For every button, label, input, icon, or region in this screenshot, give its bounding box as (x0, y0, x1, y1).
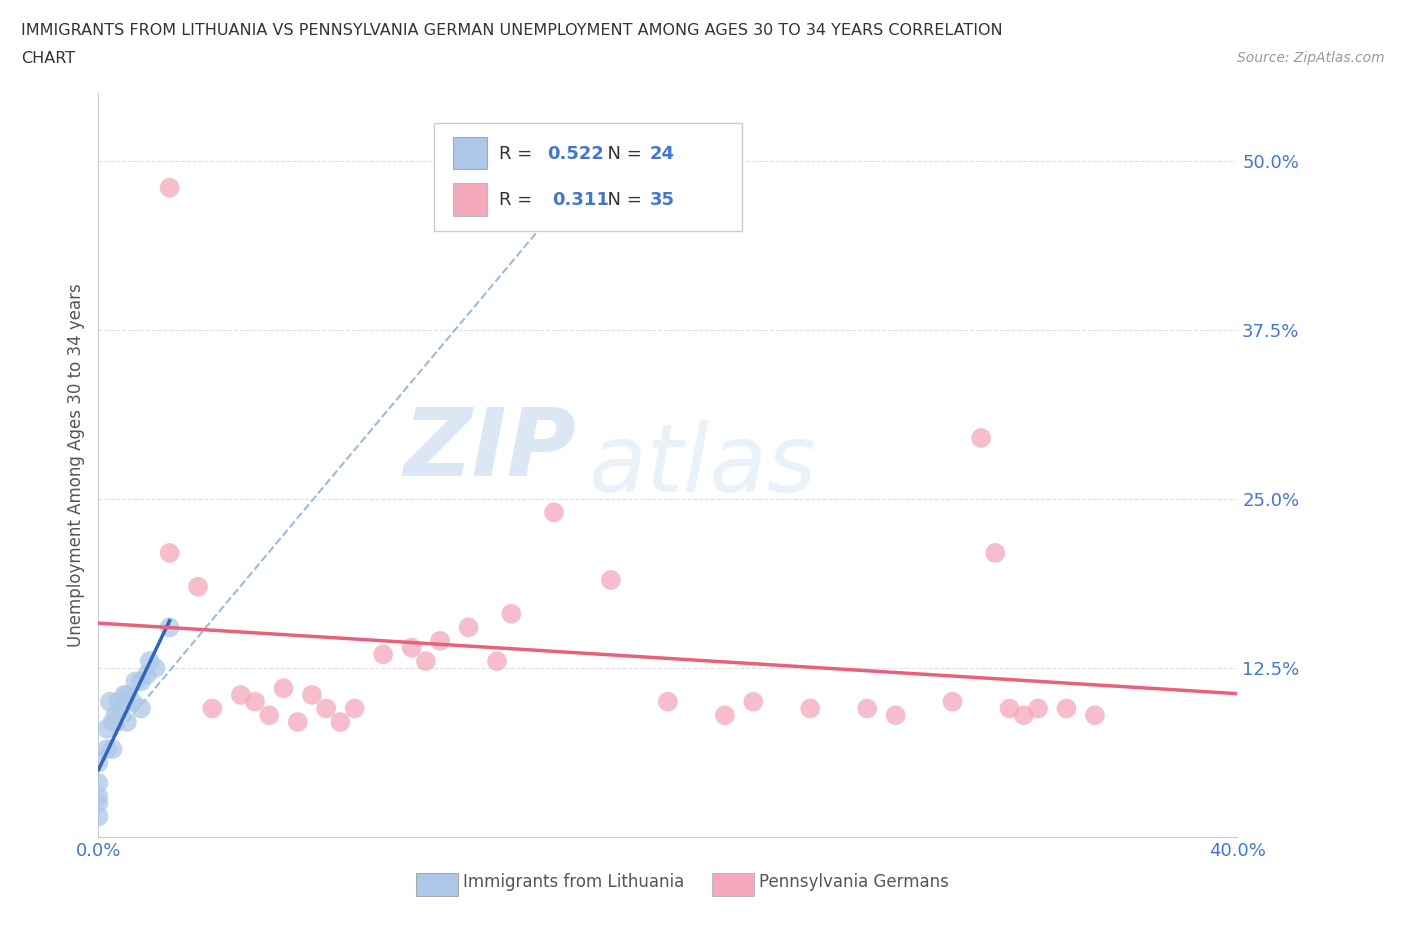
Point (96, 722, 118, 737)
Text: 24: 24 (650, 145, 675, 163)
Point (429, 633, 451, 648)
Point (159, 180, 181, 195)
Point (501, 606, 523, 621)
Text: CHART: CHART (21, 51, 75, 66)
Point (1012, 708, 1035, 723)
Point (714, 708, 737, 723)
Point (942, 695, 965, 710)
Text: IMMIGRANTS FROM LITHUANIA VS PENNSYLVANIA GERMAN UNEMPLOYMENT AMONG AGES 30 TO 3: IMMIGRANTS FROM LITHUANIA VS PENNSYLVANI… (21, 23, 1002, 38)
Point (457, 620, 479, 635)
Point (1026, 701, 1049, 716)
Text: 0.522: 0.522 (547, 145, 605, 163)
Point (856, 701, 879, 716)
Point (970, 431, 993, 445)
Point (98, 695, 121, 710)
Point (135, 667, 157, 682)
Point (259, 708, 281, 723)
Point (343, 701, 366, 716)
Point (145, 660, 167, 675)
Point (187, 579, 209, 594)
Point (87, 776, 110, 790)
Point (138, 654, 160, 669)
Point (657, 695, 679, 710)
Point (742, 695, 765, 710)
Point (401, 640, 423, 655)
Y-axis label: Unemployment Among Ages 30 to 34 years: Unemployment Among Ages 30 to 34 years (66, 283, 84, 647)
Point (315, 701, 337, 716)
Point (101, 714, 124, 729)
Point (115, 687, 138, 702)
Point (201, 701, 224, 716)
Point (112, 687, 135, 702)
Point (998, 701, 1021, 716)
Text: Pennsylvania Germans: Pennsylvania Germans (759, 872, 949, 891)
Point (101, 741, 124, 756)
Point (600, 573, 623, 588)
Point (129, 674, 152, 689)
Text: atlas: atlas (588, 419, 817, 511)
Point (96, 741, 118, 756)
Point (243, 695, 266, 710)
Point (273, 681, 295, 696)
Point (87, 755, 110, 770)
Point (129, 701, 152, 716)
Point (87, 789, 110, 804)
Point (329, 714, 352, 729)
Point (115, 714, 138, 729)
Point (229, 687, 252, 702)
Point (301, 687, 323, 702)
Point (799, 701, 821, 716)
Point (543, 505, 565, 520)
Point (415, 654, 437, 669)
Point (159, 546, 181, 561)
Text: R =: R = (499, 145, 538, 163)
Point (110, 701, 132, 716)
Point (104, 708, 127, 723)
Text: 0.311: 0.311 (551, 191, 609, 209)
FancyBboxPatch shape (453, 183, 486, 216)
Point (984, 546, 1007, 561)
Point (1084, 708, 1107, 723)
Point (1056, 701, 1078, 716)
Text: N =: N = (596, 145, 648, 163)
Point (124, 674, 146, 689)
FancyBboxPatch shape (453, 137, 486, 169)
Point (87, 809, 110, 824)
FancyBboxPatch shape (416, 873, 458, 896)
Text: Immigrants from Lithuania: Immigrants from Lithuania (463, 872, 685, 891)
Text: N =: N = (596, 191, 648, 209)
Point (486, 654, 509, 669)
Text: Source: ZipAtlas.com: Source: ZipAtlas.com (1237, 51, 1385, 65)
Point (107, 695, 129, 710)
Point (373, 647, 395, 662)
Point (159, 620, 181, 635)
Point (87, 796, 110, 811)
Text: ZIP: ZIP (404, 405, 576, 496)
Text: 35: 35 (650, 191, 675, 209)
FancyBboxPatch shape (434, 123, 742, 231)
Point (287, 714, 309, 729)
Text: R =: R = (499, 191, 544, 209)
FancyBboxPatch shape (713, 873, 755, 896)
Point (884, 708, 907, 723)
Point (121, 695, 143, 710)
